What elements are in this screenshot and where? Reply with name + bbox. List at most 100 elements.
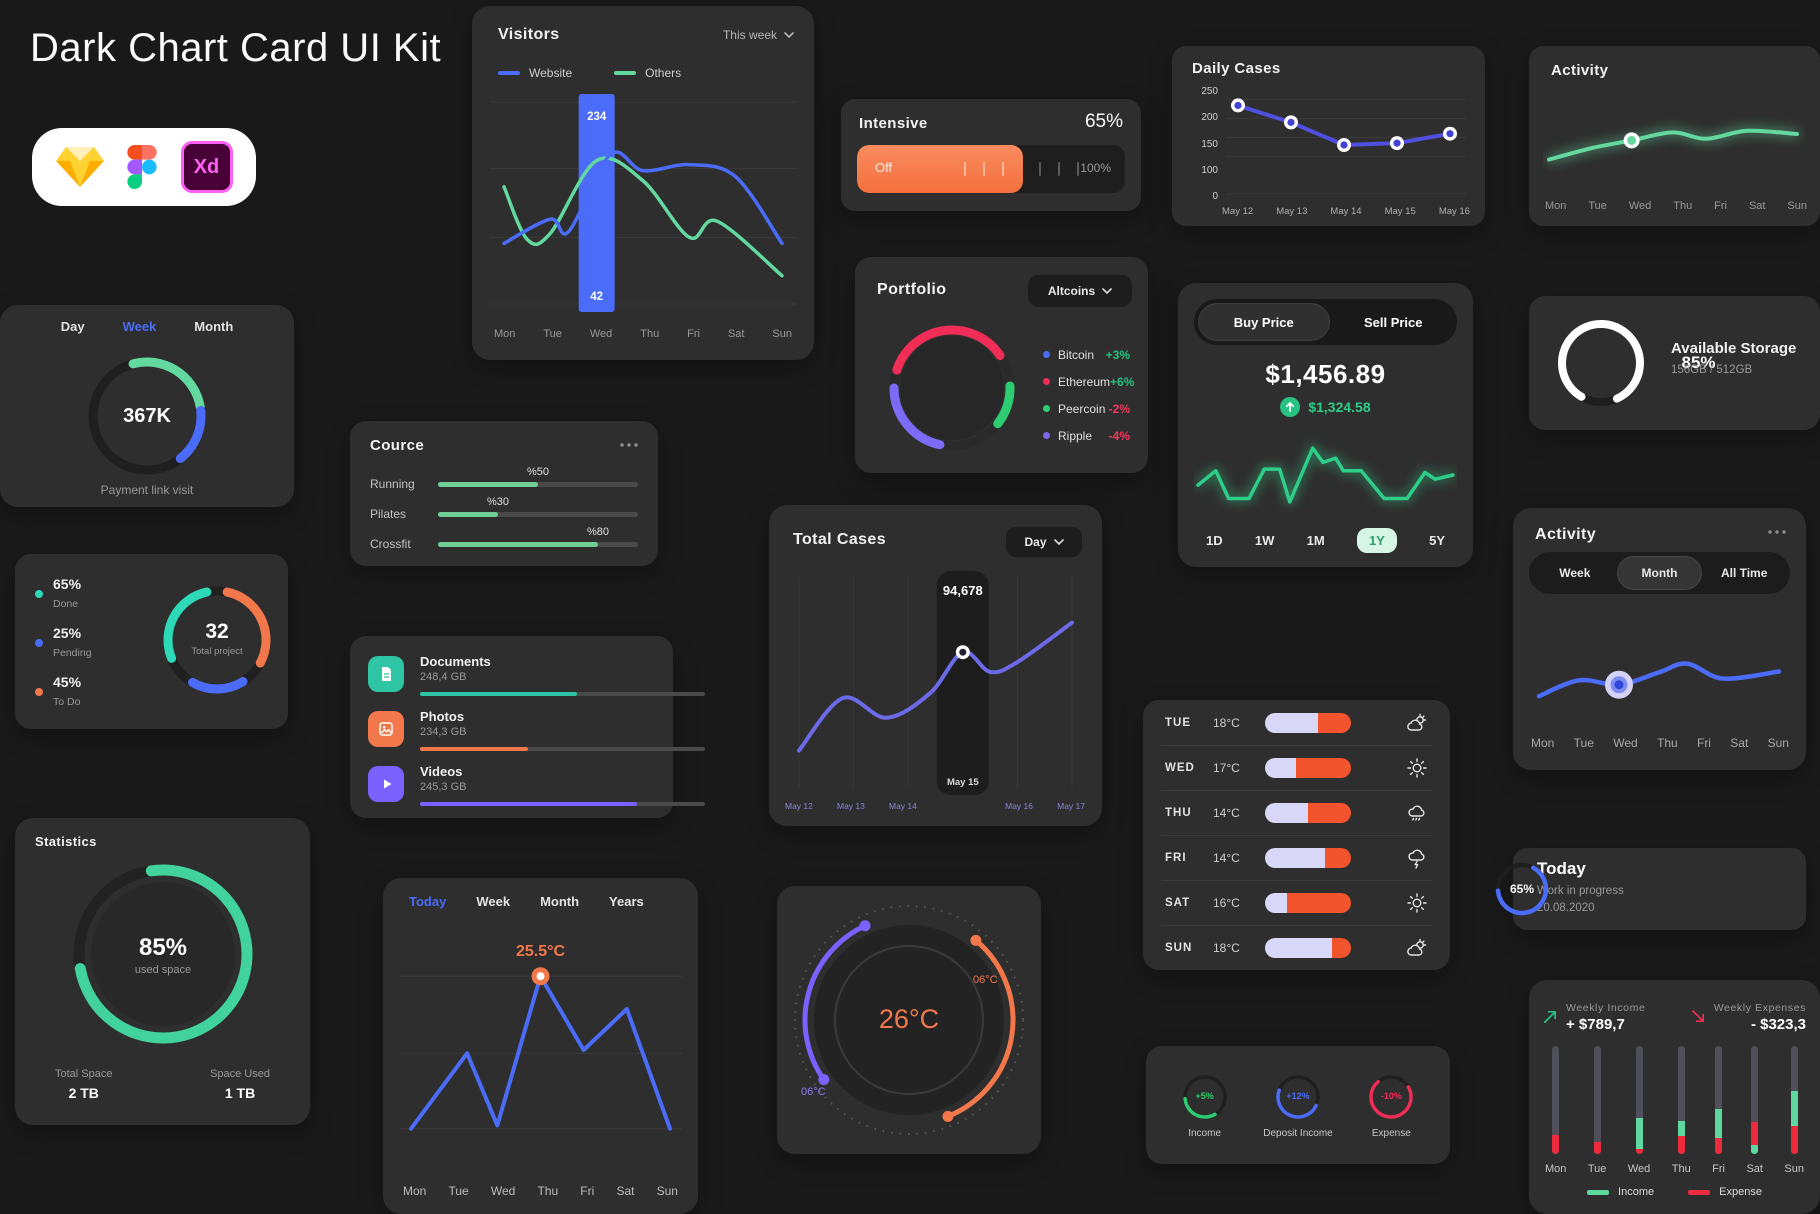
card-title: Portfolio <box>877 281 947 298</box>
temp-slider[interactable] <box>1265 803 1351 823</box>
x-tick: Tue <box>1573 736 1594 750</box>
weather-day: SUN <box>1165 942 1193 954</box>
activity-month-x-axis: Mon Tue Wed Thu Fri Sat Sun <box>1531 736 1789 750</box>
status-dot <box>35 590 43 598</box>
storage-detail: 156GB / 512GB <box>1671 364 1753 376</box>
row-label: Pilates <box>370 507 407 521</box>
activity-chart <box>1547 128 1799 162</box>
range-1w[interactable]: 1W <box>1254 533 1275 548</box>
weather-row-thu: THU 14°C <box>1143 791 1450 835</box>
range-1y[interactable]: 1Y <box>1356 528 1397 553</box>
statistics-pct: 85% <box>138 934 188 961</box>
payment-visits-card: Day Week Month 367K Payment link visit <box>0 305 294 507</box>
progress-row: Running %50 <box>370 466 638 491</box>
project-donut <box>163 586 271 694</box>
tab-month[interactable]: Month <box>540 894 580 909</box>
temperature-x-axis: Mon Tue Wed Thu Fri Sat Sun <box>403 1184 678 1198</box>
project-legend: 65% Done 25% Pending 45% To Do <box>35 576 92 710</box>
weekly-bar: Fri <box>1712 1046 1725 1175</box>
file-type: Videos <box>420 764 463 779</box>
altcoins-dropdown[interactable]: Altcoins <box>1028 275 1132 307</box>
trend-down-icon <box>1691 1009 1704 1022</box>
tab-month[interactable]: Month <box>194 319 234 334</box>
weekly-bar: Thu <box>1672 1046 1691 1175</box>
y-tick: 200 <box>1201 112 1218 124</box>
y-tick: 150 <box>1201 138 1218 150</box>
visitors-chart: 234 42 <box>490 94 796 312</box>
day-dropdown[interactable]: Day <box>1006 527 1082 557</box>
tab-day[interactable]: Day <box>60 319 85 334</box>
range-1d[interactable]: 1D <box>1206 533 1223 548</box>
progress-pct: %80 <box>586 525 610 538</box>
y-tick: 0 <box>1212 191 1218 202</box>
portfolio-donut <box>889 325 1015 451</box>
videos-bar <box>420 802 705 806</box>
x-tick: Tue <box>448 1184 469 1198</box>
legend-item-others: Others <box>614 66 681 80</box>
tab-years[interactable]: Years <box>609 894 644 909</box>
tab-month[interactable]: Month <box>1616 556 1703 590</box>
figma-logo-icon <box>127 145 157 189</box>
sun-cloud-icon <box>1406 712 1428 734</box>
tab-all-time[interactable]: All Time <box>1720 566 1768 580</box>
statistics-card: Statistics 85% used space Total Space 2 … <box>15 818 310 1125</box>
sell-price-tab[interactable]: Sell Price <box>1363 314 1423 330</box>
coin-change: -2% <box>1108 401 1130 416</box>
dropdown-label: Altcoins <box>1047 284 1096 298</box>
storage-card: 85% Available Storage 156GB / 512GB <box>1529 296 1820 430</box>
trend-up-icon <box>1544 1010 1557 1023</box>
adobe-xd-logo-icon: Xd <box>180 141 233 193</box>
project-card: 65% Done 25% Pending 45% To Do 32 Total pro… <box>15 554 288 729</box>
temp-slider[interactable] <box>1265 893 1351 913</box>
tab-week[interactable]: Week <box>1559 566 1591 580</box>
range-5y[interactable]: 5Y <box>1429 533 1445 548</box>
daily-cases-y-axis: 250 200 150 100 0 <box>1190 86 1218 202</box>
card-title: Visitors <box>498 26 560 43</box>
progress-pct: %30 <box>486 495 510 508</box>
deposit-ring <box>1276 1074 1320 1119</box>
temp-slider[interactable] <box>1265 758 1351 778</box>
coin-dot <box>1043 378 1050 385</box>
storage-title: Available Storage <box>1671 340 1797 357</box>
more-menu-icon[interactable] <box>1768 530 1786 534</box>
thermostat-dial[interactable] <box>779 890 1039 1150</box>
space-used: Space Used 1 TB <box>210 1068 270 1101</box>
tab-week[interactable]: Week <box>122 319 157 334</box>
legend-expense: Expense <box>1688 1186 1762 1198</box>
intensive-value: 65% <box>1084 111 1123 132</box>
range-dropdown[interactable]: This week <box>723 28 794 42</box>
weekly-bars: Mon Tue Wed Thu Fri Sat Sun <box>1545 1046 1804 1175</box>
x-tick: May 15 <box>1384 206 1416 217</box>
x-tick: Mon <box>494 328 516 340</box>
y-tick: 100 <box>1201 164 1218 176</box>
expense-pct: -10% <box>1380 1090 1402 1101</box>
x-tick: Sun <box>656 1184 678 1198</box>
intensity-slider[interactable]: Off 100% <box>857 145 1125 193</box>
pilates-progress: %30 <box>438 496 638 517</box>
x-tick: Fri <box>1714 200 1727 212</box>
videos-row: Videos 245,3 GB <box>368 764 705 810</box>
temp-slider[interactable] <box>1265 938 1351 958</box>
tab-week[interactable]: Week <box>476 894 511 909</box>
temp-slider[interactable] <box>1265 713 1351 733</box>
coin-name: Bitcoin <box>1058 347 1095 362</box>
more-menu-icon[interactable] <box>620 443 638 447</box>
range-1m[interactable]: 1M <box>1306 533 1325 548</box>
coin-change: -4% <box>1108 428 1130 443</box>
storage-breakdown-card: Documents 248,4 GB Photos 234,3 GB Video… <box>350 636 705 818</box>
card-title: Activity <box>1535 526 1596 543</box>
chevron-down-icon <box>1102 288 1112 294</box>
total-cases-card: Total Cases Day 94,678 May 15 May 12 May 1… <box>769 505 1102 826</box>
tab-today[interactable]: Today <box>409 894 447 909</box>
x-tick: Sun <box>1767 736 1789 750</box>
storm-cloud-icon <box>1406 847 1428 869</box>
weather-temp: 16°C <box>1213 896 1240 910</box>
temp-slider[interactable] <box>1265 848 1351 868</box>
income-summary-card: +5% Income +12% Deposit Income -10% Expe… <box>1146 1046 1450 1164</box>
daily-cases-x-axis: May 12 May 13 May 14 May 15 May 16 <box>1222 206 1470 217</box>
thermostat-card: 26°C 06°C 06°C <box>777 886 1041 1154</box>
buy-price-tab[interactable]: Buy Price <box>1198 303 1330 341</box>
price-chart <box>1196 446 1455 504</box>
weekly-bar: Wed <box>1628 1046 1650 1175</box>
slider-off-label: Off <box>875 160 893 175</box>
